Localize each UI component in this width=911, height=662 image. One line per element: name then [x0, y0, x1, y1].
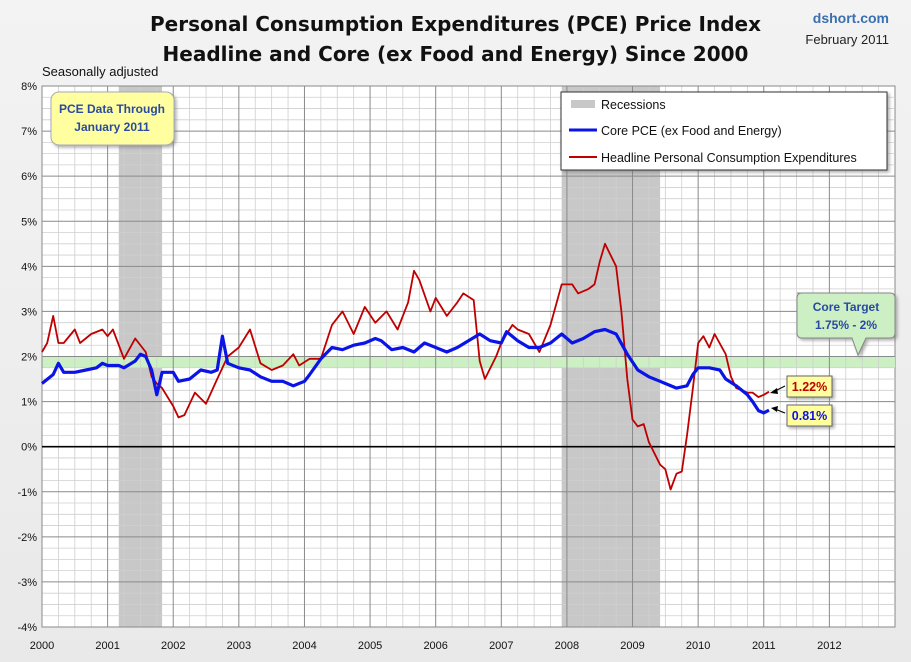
y-tick-label: -3%	[17, 577, 37, 589]
y-tick-label: 8%	[21, 81, 37, 93]
y-tick-label: 2%	[21, 352, 37, 364]
x-tick-label: 2003	[227, 640, 251, 652]
x-tick-label: 2004	[292, 640, 316, 652]
y-tick-label: 0%	[21, 442, 37, 454]
legend-label-core: Core PCE (ex Food and Energy)	[601, 124, 782, 138]
x-tick-label: 2011	[752, 640, 776, 652]
data-through-note	[50, 91, 175, 146]
major-gridlines	[41, 85, 895, 628]
data-through-line2: January 2011	[74, 120, 150, 134]
core-pointer-head	[771, 406, 778, 412]
y-tick-label: -4%	[17, 622, 37, 634]
y-tick-label: -1%	[17, 487, 37, 499]
legend-label-headline: Headline Personal Consumption Expenditur…	[601, 151, 857, 165]
y-tick-label: 1%	[21, 397, 37, 409]
x-tick-label: 2002	[161, 640, 185, 652]
headline-last-value: 1.22%	[792, 380, 827, 394]
y-tick-label: 6%	[21, 171, 37, 183]
x-tick-label: 2008	[555, 640, 579, 652]
core-target-callout	[796, 292, 896, 357]
y-tick-label: 4%	[21, 261, 37, 273]
x-axis-ticks: 2000 2001 2002 2003 2004 2005 2006 2007 2008 2009…	[30, 640, 842, 652]
legend-label-recession: Recessions	[601, 98, 666, 112]
x-tick-label: 2007	[489, 640, 513, 652]
legend-swatch-recession	[571, 100, 595, 108]
y-tick-label: 7%	[21, 126, 37, 138]
core-last-value: 0.81%	[792, 409, 827, 423]
core-target-line2: 1.75% - 2%	[815, 318, 877, 332]
x-tick-label: 2010	[686, 640, 710, 652]
y-tick-label: 5%	[21, 216, 37, 228]
chart-title-line2: Headline and Core (ex Food and Energy) S…	[162, 42, 749, 66]
legend	[560, 91, 888, 171]
headline-pointer-head	[770, 388, 778, 394]
y-tick-label: 3%	[21, 306, 37, 318]
y-axis-ticks: -4% -3% -2% -1% 0% 1% 2% 3% 4% 5% 6% 7% 8%	[17, 81, 37, 634]
publish-date: February 2011	[805, 32, 889, 47]
x-tick-label: 2009	[620, 640, 644, 652]
x-tick-label: 2005	[358, 640, 382, 652]
x-tick-label: 2006	[423, 640, 447, 652]
core-target-line1: Core Target	[813, 300, 879, 314]
core-last-box	[786, 404, 833, 427]
seasonal-note: Seasonally adjusted	[42, 64, 159, 79]
series-lines	[40, 242, 770, 491]
data-through-line1: PCE Data Through	[59, 102, 165, 116]
source-site: dshort.com	[812, 10, 889, 26]
x-tick-label: 2000	[30, 640, 54, 652]
x-tick-label: 2012	[817, 640, 841, 652]
y-tick-label: -2%	[17, 532, 37, 544]
headline-last-box	[786, 375, 833, 398]
core-pce-line	[40, 327, 770, 415]
chart-title-line1: Personal Consumption Expenditures (PCE) …	[149, 12, 761, 36]
x-tick-label: 2001	[95, 640, 119, 652]
